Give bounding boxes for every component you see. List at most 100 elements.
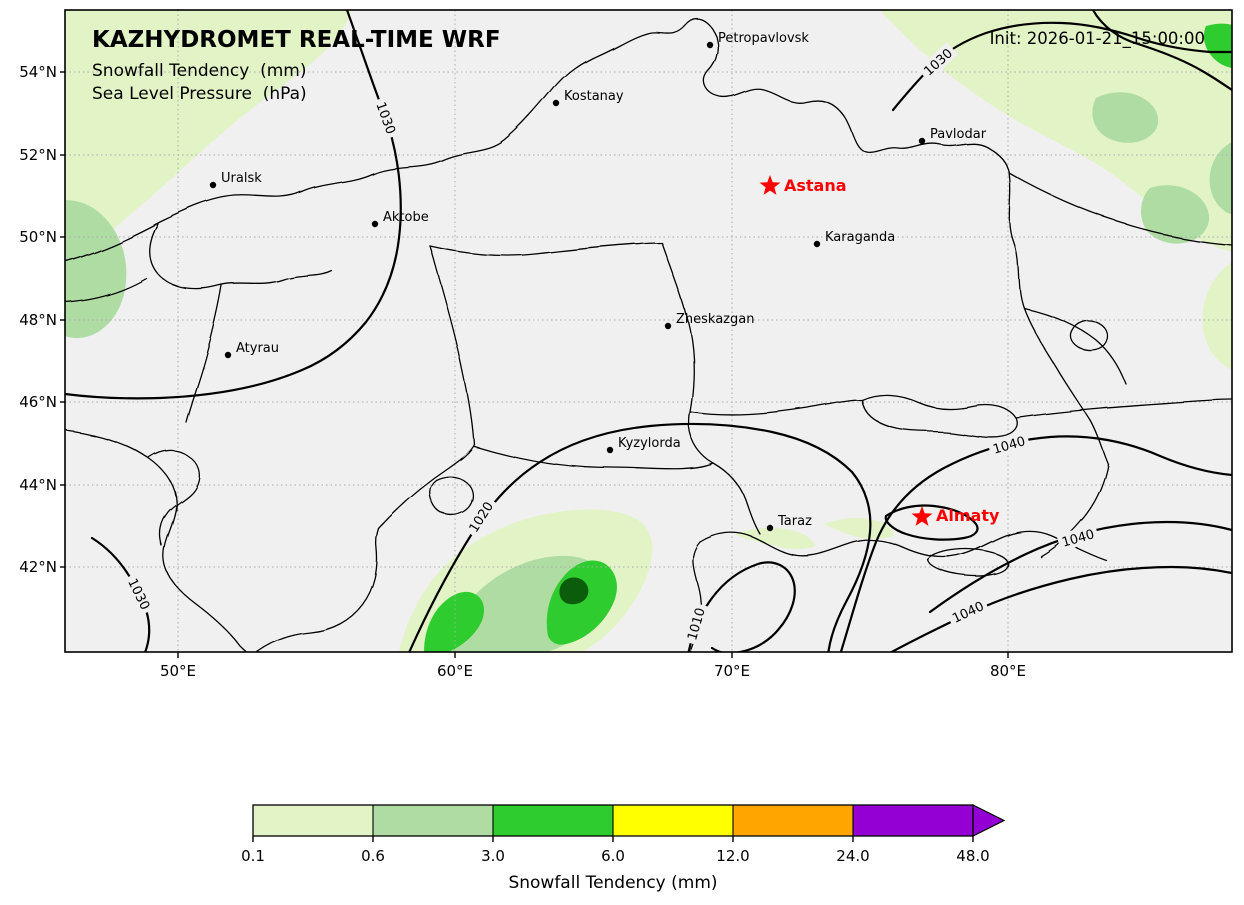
city-karaganda: Karaganda <box>813 230 895 248</box>
city-label: Uralsk <box>221 171 262 186</box>
boundary-caspian-coast <box>65 429 248 652</box>
city-dot <box>606 446 614 454</box>
lon-tick-label: 60°E <box>437 662 473 680</box>
snowfall-region-west-medium <box>65 200 127 339</box>
city-label: Aktobe <box>383 210 429 225</box>
lon-tick-label: 70°E <box>714 662 750 680</box>
isobar-1040-band-c <box>889 565 1232 652</box>
boundary-central-vertical <box>661 242 761 535</box>
lake-balkhash-outline <box>861 394 1018 438</box>
city-label: Kostanay <box>564 89 624 104</box>
isobar-label-bg <box>1056 523 1100 552</box>
axis-ticks <box>60 71 1009 658</box>
lake-issyk-kul-outline <box>927 548 1009 578</box>
city-dot <box>813 240 821 248</box>
city-label: Zheskazgan <box>676 312 754 327</box>
colorbar-segment <box>493 805 613 836</box>
colorbar-segment <box>733 805 853 836</box>
isobar-1040-almaty-loop <box>884 504 979 541</box>
capital-label: Almaty <box>936 506 1000 525</box>
map-subtitle-pressure: Sea Level Pressure (hPa) <box>92 84 307 104</box>
colorbar-tick-label: 12.0 <box>716 847 749 865</box>
snowfall-patch-ne-bright-corner <box>1203 23 1232 68</box>
isobar-label-bg <box>917 41 959 82</box>
snowfall-shading <box>65 10 1232 652</box>
city-kyzylorda: Kyzylorda <box>606 436 681 454</box>
snowfall-region-northwest <box>65 10 352 268</box>
colorbar-ticks <box>252 836 974 842</box>
lon-tick-labels: 50°E 60°E 70°E 80°E <box>160 662 1026 680</box>
boundary-mangystau <box>149 450 200 547</box>
city-dot <box>706 41 714 49</box>
colorbar-tick-label: 0.6 <box>361 847 385 865</box>
city-dot <box>209 181 217 189</box>
colorbar-tick-label: 6.0 <box>601 847 625 865</box>
boundary-east <box>1009 173 1109 465</box>
capital-almaty: Almaty <box>911 506 1000 526</box>
snowfall-patch-ne-medium-1 <box>1092 92 1159 143</box>
city-zheskazgan: Zheskazgan <box>664 312 754 330</box>
boundary-karaganda-south <box>689 399 863 416</box>
boundary-almaty-north <box>1015 399 1232 419</box>
aral-sea-outline <box>429 475 475 517</box>
map-title: KAZHYDROMET REAL-TIME WRF <box>92 27 501 53</box>
city-label: Atyrau <box>236 341 279 356</box>
lake-alakol-outline <box>1069 319 1109 351</box>
map-subtitle-snowfall: Snowfall Tendency (mm) <box>92 61 306 81</box>
snowfall-patch-ne-medium-3 <box>1209 142 1232 214</box>
city-pavlodar: Pavlodar <box>918 127 987 145</box>
isobar-1030-southwest-a <box>90 536 133 581</box>
city-label: Petropavlovsk <box>718 31 809 46</box>
snowfall-core-bright-2 <box>424 591 484 652</box>
city-atyrau: Atyrau <box>224 341 279 359</box>
colorbar-title: Snowfall Tendency (mm) <box>508 873 717 893</box>
colorbar-tick-label: 48.0 <box>956 847 989 865</box>
city-aktobe: Aktobe <box>371 210 429 228</box>
isobar-label-bg <box>123 572 156 616</box>
init-timestamp: Init: 2026-01-21_15:00:00 <box>990 29 1205 49</box>
lat-tick-label: 42°N <box>19 558 57 576</box>
city-uralsk: Uralsk <box>209 171 262 189</box>
isobar-label-bg <box>681 602 710 646</box>
lon-tick-label: 50°E <box>160 662 196 680</box>
city-taraz: Taraz <box>766 514 812 532</box>
city-label: Taraz <box>777 514 812 529</box>
isobar-label-bg <box>987 430 1031 459</box>
snowfall-region-northeast <box>880 10 1232 252</box>
boundary-almaty-south <box>1039 463 1109 557</box>
lat-tick-label: 52°N <box>19 146 57 164</box>
isobar-1010 <box>687 561 796 652</box>
city-dot <box>766 524 774 532</box>
boundary-northeast-branch <box>1009 173 1232 246</box>
boundary-west-spur <box>65 277 147 303</box>
city-label: Kyzylorda <box>618 436 681 451</box>
lat-tick-label: 50°N <box>19 228 57 246</box>
lat-lon-grid <box>65 10 1232 652</box>
lon-tick-label: 80°E <box>990 662 1026 680</box>
boundary-southwest-diagonal <box>377 443 475 529</box>
colorbar-segment <box>853 805 973 836</box>
colorbar-segment <box>373 805 493 836</box>
lat-tick-label: 48°N <box>19 311 57 329</box>
city-dot <box>918 137 926 145</box>
colorbar-tick-label: 0.1 <box>241 847 265 865</box>
isobar-label-bg <box>371 96 402 140</box>
snowfall-dark-spot <box>559 577 589 605</box>
isobar-1030-corner-loop <box>1091 10 1232 92</box>
boundary-kyrgyzstan <box>699 530 1107 561</box>
boundary-west-internal <box>429 245 475 445</box>
colorbar-segment <box>253 805 373 836</box>
city-markers: Petropavlovsk Kostanay Pavlodar Uralsk A… <box>209 31 987 532</box>
boundary-uzbekistan <box>254 527 379 652</box>
lat-tick-labels: 54°N 52°N 50°N 48°N 46°N 44°N 42°N <box>19 63 57 576</box>
map-frame <box>64 9 1233 653</box>
administrative-boundaries <box>65 16 1232 652</box>
snowfall-patch-taraz-2 <box>824 517 894 539</box>
city-label: Karaganda <box>825 230 895 245</box>
city-kostanay: Kostanay <box>552 89 624 107</box>
boundary-russia-north <box>65 16 1011 263</box>
city-dot <box>224 351 232 359</box>
boundary-east-kazakhstan <box>1023 307 1127 385</box>
colorbar-tick-label: 3.0 <box>481 847 505 865</box>
